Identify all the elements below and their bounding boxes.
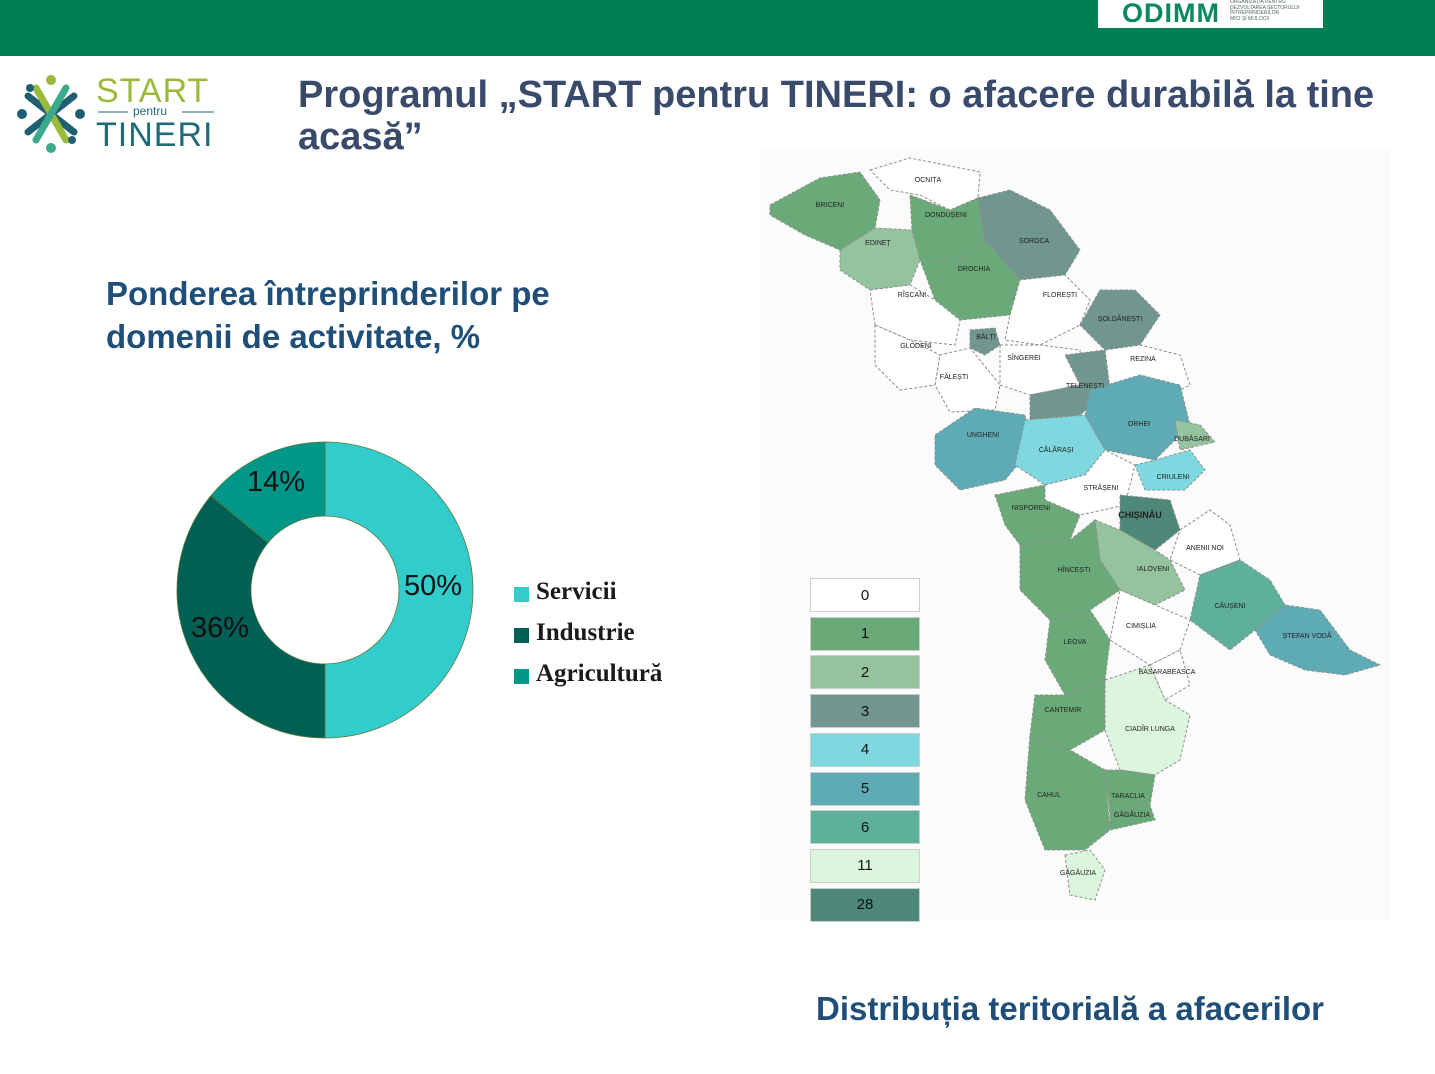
- district-6: [869, 284, 961, 346]
- district-18: [1174, 419, 1216, 451]
- district-15: [934, 407, 1031, 491]
- district-label: BĂLȚI: [976, 332, 996, 341]
- district-label: TELENEȘTI: [1066, 383, 1104, 390]
- district-label: DUBĂSARI: [1174, 434, 1210, 443]
- district-label: CANTEMIR: [1045, 707, 1082, 714]
- legend-swatch: [514, 628, 529, 643]
- map-legend-item: 0: [810, 578, 920, 612]
- district-35: [1109, 804, 1156, 831]
- legend-swatch: [514, 587, 529, 602]
- district-25: [1019, 519, 1121, 621]
- map-legend-item: 3: [810, 694, 920, 729]
- district-label: ANENII NOI: [1186, 545, 1224, 552]
- donut-slice-industrie: [176, 495, 326, 739]
- district-label: RÎȘCANI: [898, 290, 926, 299]
- logo-tineri-text: TINERI: [96, 116, 214, 154]
- district-label: CAHUL: [1037, 792, 1061, 799]
- map-caption: Distribuția teritorială a afacerilor: [816, 990, 1325, 1027]
- district-16: [1084, 374, 1191, 461]
- odimm-tagline: ORGANIZAȚIA PENTRU DEZVOLTAREA SECTORULU…: [1230, 0, 1300, 22]
- district-label: CRIULENI: [1157, 474, 1190, 481]
- district-label: STRĂȘENI: [1083, 483, 1118, 492]
- district-28: [1254, 604, 1382, 676]
- page-title: Programul „START pentru TINERI: o afacer…: [298, 74, 1375, 158]
- legend-label: Servicii: [536, 578, 617, 605]
- district-label: DONDUȘENI: [925, 212, 967, 219]
- district-24: [1094, 519, 1186, 606]
- district-36: [1064, 849, 1106, 901]
- logo-divider: [98, 111, 214, 113]
- district-19: [1134, 449, 1206, 491]
- district-label: GĂGĂUZIA: [1060, 868, 1097, 877]
- district-label: ȘOLDĂNEȘTI: [1098, 314, 1142, 323]
- odimm-logo: ODIMM ORGANIZAȚIA PENTRU DEZVOLTAREA SEC…: [1098, 0, 1323, 28]
- district-label: DROCHIA: [958, 266, 991, 273]
- district-5: [919, 239, 1021, 321]
- donut-value-label: 36%: [191, 612, 249, 644]
- map-legend-item: 4: [810, 732, 920, 767]
- district-label: CĂLĂRAȘI: [1039, 445, 1074, 454]
- district-label: REZINA: [1130, 356, 1156, 363]
- district-label: CHIȘINĂU: [1118, 510, 1162, 520]
- district-label: OCNIȚA: [915, 177, 942, 184]
- donut-slice-servicii: [324, 441, 474, 739]
- chart-title: Ponderea întreprinderilor pe domenii de …: [106, 275, 550, 355]
- legend-label: Industrie: [536, 619, 635, 646]
- district-label: SOROCA: [1019, 238, 1050, 245]
- donut-value-label: 50%: [404, 570, 462, 602]
- map-legend-item: 2: [810, 655, 920, 690]
- district-label: EDINEȚ: [865, 240, 891, 247]
- district-label: CĂUȘENI: [1214, 601, 1245, 610]
- district-32: [1104, 664, 1191, 776]
- odimm-logo-text: ODIMM: [1122, 0, 1220, 28]
- map-legend-item: 1: [810, 616, 920, 651]
- district-label: FĂLEȘTI: [940, 372, 968, 381]
- district-7: [1004, 274, 1091, 346]
- district-21: [994, 484, 1081, 546]
- district-label: LEOVA: [1064, 639, 1087, 646]
- map-legend-item: 28: [810, 887, 920, 922]
- district-label: BRICENI: [816, 202, 844, 209]
- district-33: [1024, 734, 1111, 851]
- district-22: [1119, 494, 1181, 551]
- map-legend-item: 11: [810, 848, 920, 883]
- district-10: [969, 327, 1001, 356]
- donut-slice-agricultură: [210, 441, 326, 544]
- donut-chart: 50% 36% 14%: [176, 441, 474, 739]
- district-label: CIADÎR LUNGA: [1125, 724, 1175, 733]
- district-label: IALOVENI: [1137, 566, 1169, 573]
- donut-value-label: 14%: [247, 466, 305, 498]
- district-label: CIMIȘLIA: [1126, 623, 1156, 630]
- district-label: BASARABEASCA: [1139, 669, 1196, 676]
- legend-label: Agricultură: [536, 660, 663, 687]
- district-0: [869, 157, 981, 211]
- district-label: SÎNGEREI: [1007, 353, 1041, 362]
- district-3: [839, 227, 921, 291]
- start-tineri-logo-icon: [17, 75, 85, 153]
- district-label: TARACLIA: [1111, 793, 1145, 800]
- logo-start-text: START: [96, 72, 210, 110]
- district-13: [934, 347, 1001, 413]
- district-label: ORHEI: [1128, 421, 1150, 428]
- legend-swatch: [514, 669, 529, 684]
- district-label: GLODENI: [900, 343, 932, 350]
- district-label: GĂGĂUZIA: [1114, 810, 1151, 819]
- district-label: HÎNCEȘTI: [1058, 565, 1091, 574]
- district-label: NISPORENI: [1012, 505, 1051, 512]
- map-legend-item: 6: [810, 810, 920, 845]
- district-label: ȘTEFAN VODĂ: [1282, 631, 1331, 640]
- map-legend-item: 5: [810, 771, 920, 806]
- district-34: [1104, 769, 1156, 816]
- district-label: UNGHENI: [967, 432, 999, 439]
- logo-pentru-text: pentru: [133, 104, 168, 118]
- district-label: FLOREȘTI: [1043, 292, 1077, 299]
